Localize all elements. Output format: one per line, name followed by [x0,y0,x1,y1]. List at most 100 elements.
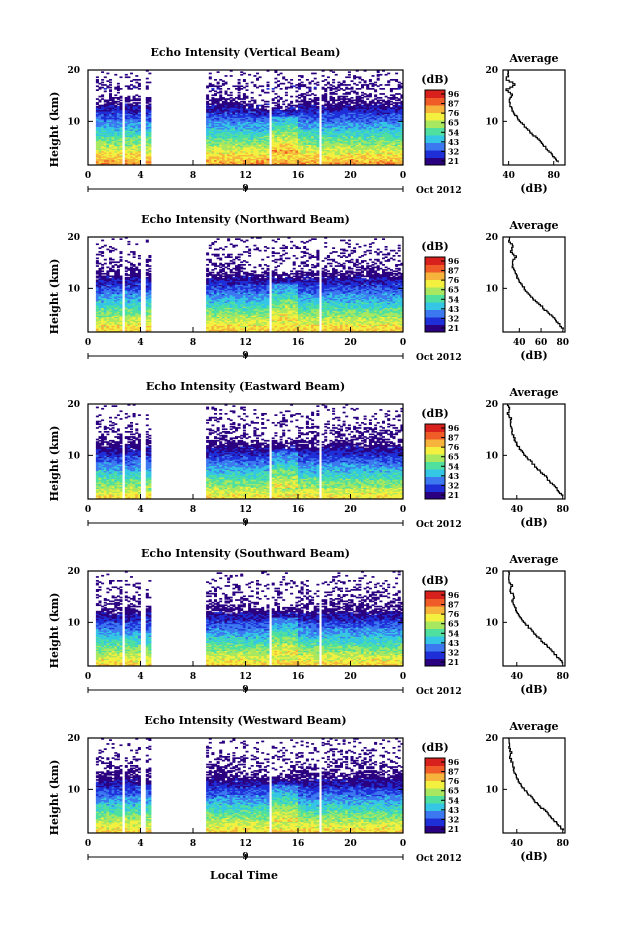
heatmap-cell [326,157,330,159]
heatmap-cell [132,107,136,109]
heatmap-cell [240,103,244,106]
heatmap-cell [389,114,393,117]
heatmap-cell [258,156,262,158]
heatmap-cell [208,149,212,152]
heatmap-cell [250,147,254,149]
heatmap-cell [119,112,123,115]
heatmap-cell [119,132,123,135]
heatmap-cell [271,130,275,132]
heatmap-cell [326,125,330,127]
heatmap-cell [116,112,120,115]
heatmap-cell [229,163,233,165]
heatmap-cell [130,118,133,121]
heatmap-cell [145,113,149,116]
heatmap-cell [277,105,280,108]
heatmap-cell [227,144,231,147]
heatmap-cell [389,140,393,143]
heatmap-cell [235,113,238,116]
heatmap-cell [132,143,136,145]
heatmap-cell [290,104,294,107]
heatmap-cell [235,130,238,132]
heatmap-cell [256,109,259,112]
heatmap-cell [334,139,338,141]
heatmap-cell [350,144,354,147]
heatmap-cell [101,95,105,98]
heatmap-cell [355,107,359,109]
heatmap-cell [127,121,131,124]
heatmap-cell [274,127,278,130]
heatmap-cell [98,82,102,85]
heatmap-cell [287,120,291,122]
heatmap-cell [379,132,383,135]
heatmap-cell [376,140,380,143]
heatmap-cell [392,157,396,159]
heatmap-cell [355,98,359,100]
heatmap-cell [363,100,367,103]
heatmap-cell [277,136,280,139]
heatmap-cell [279,82,283,85]
heatmap-cell [290,118,294,121]
heatmap-cell [284,112,288,115]
heatmap-cell [250,114,254,117]
heatmap-cell [295,129,299,131]
heatmap-cell [340,156,343,158]
heatmap-cell [250,159,254,162]
heatmap-cell [295,127,299,130]
heatmap-cell [332,121,336,124]
heatmap-cell [397,85,401,88]
heatmap-cell [308,147,312,149]
heatmap-cell [384,84,388,86]
heatmap-cell [258,123,262,126]
heatmap-cell [109,157,112,159]
heatmap-cell [324,97,328,99]
heatmap-cell [340,144,343,147]
heatmap-cell [389,108,393,111]
heatmap-cell [382,149,385,152]
heatmap-cell [287,122,291,125]
heatmap-cell [216,125,220,127]
heatmap-cell [109,121,112,124]
heatmap-cell [101,104,105,107]
heatmap-cell [124,147,128,149]
heatmap-cell [395,140,399,143]
heatmap-cell [308,90,312,93]
heatmap-cell [305,118,309,121]
heatmap-cell [242,134,246,136]
heatmap-cell [235,154,238,157]
heatmap-cell [303,118,307,121]
heatmap-cell [374,94,378,97]
heatmap-cell [119,157,123,159]
heatmap-cell [253,117,257,120]
heatmap-cell [366,126,370,129]
heatmap-cell [392,129,396,131]
heatmap-cell [263,162,267,165]
heatmap-cell [219,162,223,165]
heatmap-cell [345,150,349,153]
heatmap-cell [332,159,336,162]
heatmap-cell [292,108,296,111]
heatmap-cell [229,132,233,135]
heatmap-cell [256,130,259,132]
heatmap-cell [109,153,112,156]
heatmap-cell [308,144,312,147]
heatmap-cell [101,138,105,140]
heatmap-cell [229,122,233,125]
heatmap-cell [261,109,265,112]
heatmap-cell [229,158,233,161]
heatmap-cell [353,126,357,129]
heatmap-cell [363,120,367,122]
heatmap-cell [366,152,370,154]
heatmap-cell [266,120,270,122]
heatmap-cell [342,136,346,139]
heatmap-cell [240,85,244,88]
heatmap-cell [111,116,115,118]
heatmap-cell [277,80,280,82]
heatmap-cell [95,163,99,165]
heatmap-cell [397,102,401,104]
heatmap-cell [305,150,309,153]
heatmap-cell [258,159,262,162]
heatmap-cell [132,149,136,152]
heatmap-cell [106,107,110,109]
heatmap-cell [295,158,299,161]
heatmap-cell [298,158,301,161]
